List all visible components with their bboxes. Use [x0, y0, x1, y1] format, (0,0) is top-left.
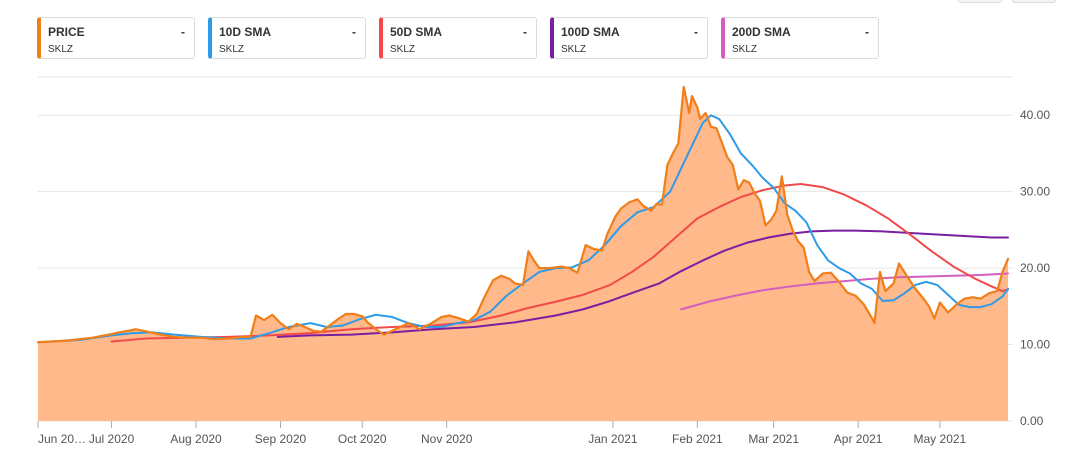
x-tick-label: Mar 2021 — [748, 432, 799, 446]
legend-value: - — [865, 25, 869, 39]
price-area-fill — [38, 86, 1008, 421]
legend-name: 10D SMA — [219, 25, 272, 39]
y-tick-label: 40.00 — [1020, 108, 1050, 122]
price-area — [38, 86, 1008, 421]
series-line-200d-sma — [680, 272, 1009, 311]
x-tick-label: Jul 2020 — [89, 432, 135, 446]
series-lines — [36, 85, 1010, 344]
legend-name: PRICE — [48, 25, 85, 39]
x-tick-label: Feb 2021 — [672, 432, 723, 446]
y-tick-label: 0.00 — [1020, 414, 1044, 428]
legend-value: - — [694, 25, 698, 39]
legend-name: 200D SMA — [732, 25, 791, 39]
series-line-price — [36, 85, 1010, 344]
y-tick-label: 10.00 — [1020, 338, 1050, 352]
legend-symbol: SKLZ — [732, 44, 758, 55]
toolbar-button[interactable] — [1012, 0, 1056, 3]
toolbar-button[interactable] — [958, 0, 1002, 3]
x-tick-label: Aug 2020 — [170, 432, 222, 446]
legend-50d-sma[interactable]: 50D SMA - SKLZ — [379, 17, 537, 59]
legend-name: 50D SMA — [390, 25, 443, 39]
legend-name: 100D SMA — [561, 25, 620, 39]
x-tick-label: Jan 2021 — [588, 432, 638, 446]
x-axis: Jun 20… Jul 2020 Aug 2020 Sep 2020 Oct 2020 N… — [37, 421, 967, 446]
series-line-50d-sma — [110, 183, 1009, 343]
legend-200d-sma[interactable]: 200D SMA - SKLZ — [721, 17, 879, 59]
x-tick-label: Apr 2021 — [834, 432, 883, 446]
y-axis: 0.00 10.00 20.00 30.00 40.00 — [1020, 108, 1050, 428]
legend-symbol: SKLZ — [561, 44, 587, 55]
legend-value: - — [181, 25, 185, 39]
x-tick-label: Oct 2020 — [338, 432, 387, 446]
y-tick-label: 30.00 — [1020, 185, 1050, 199]
series-line-100d-sma — [276, 229, 1009, 338]
x-tick-label: Nov 2020 — [421, 432, 473, 446]
legend-10d-sma[interactable]: 10D SMA - SKLZ — [208, 17, 366, 59]
legend-price[interactable]: PRICE - SKLZ — [37, 17, 195, 59]
y-tick-label: 20.00 — [1020, 261, 1050, 275]
legend-symbol: SKLZ — [219, 44, 245, 55]
x-tick-label: Jun 20… — [38, 432, 86, 446]
x-tick-label: Sep 2020 — [255, 432, 307, 446]
legend-value: - — [523, 25, 527, 39]
legend-symbol: SKLZ — [48, 44, 74, 55]
legend-symbol: SKLZ — [390, 44, 416, 55]
legend-value: - — [352, 25, 356, 39]
legend-100d-sma[interactable]: 100D SMA - SKLZ — [550, 17, 708, 59]
x-tick-label: May 2021 — [914, 432, 967, 446]
